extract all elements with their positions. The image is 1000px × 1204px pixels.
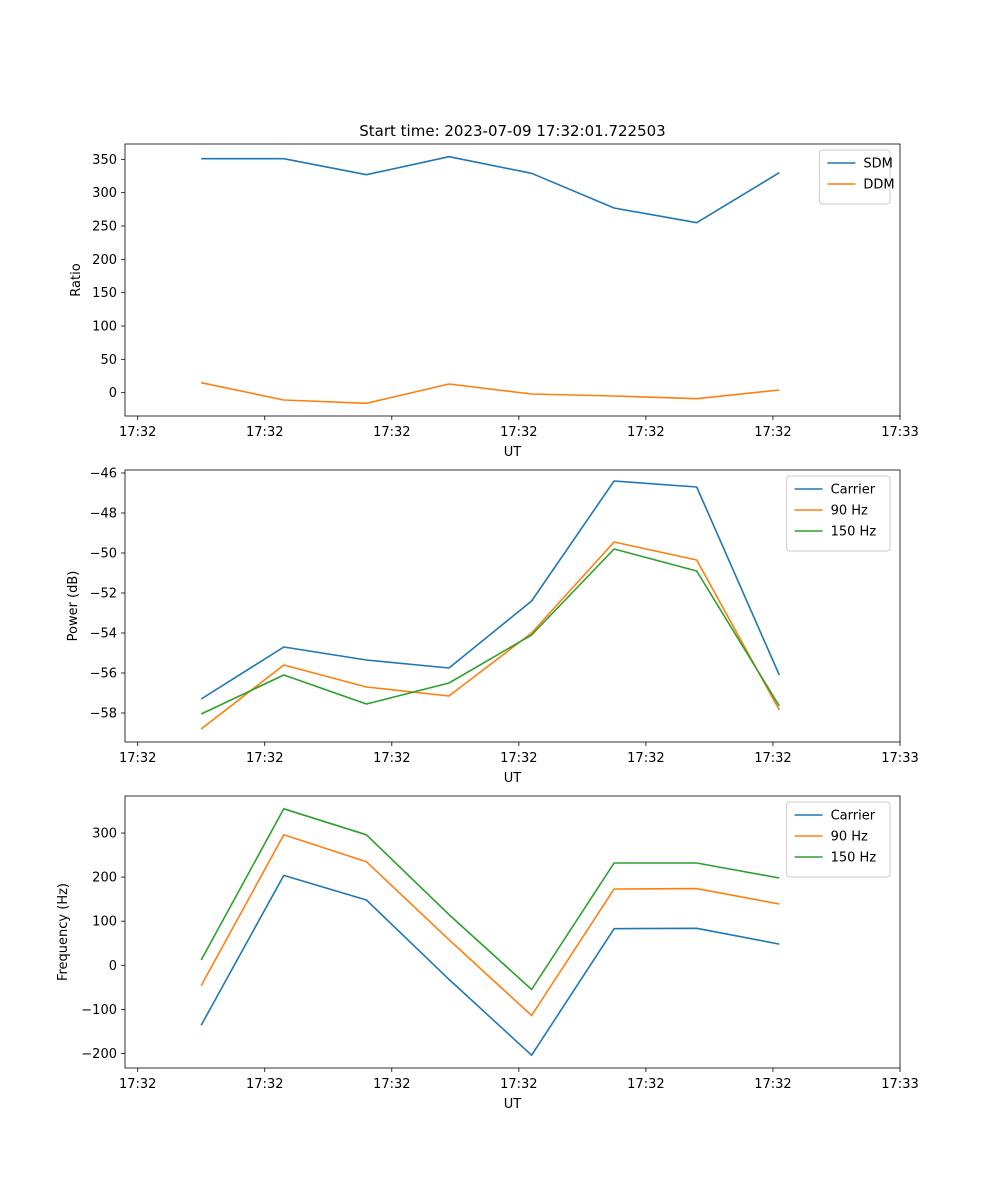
legend-entry: 150 Hz	[831, 525, 877, 540]
x-tick-label: 17:32	[119, 425, 156, 440]
y-tick-label: 0	[109, 386, 117, 401]
x-tick-label: 17:32	[627, 1077, 664, 1092]
legend-entry: 90 Hz	[831, 504, 868, 519]
y-tick-label: 300	[92, 827, 117, 842]
y-tick-label: −52	[90, 587, 117, 602]
x-tick-label: 17:32	[373, 751, 410, 766]
legend: Carrier 90 Hz 150 Hz	[787, 802, 890, 877]
x-tick-label: 17:32	[119, 1077, 156, 1092]
legend-entry: 90 Hz	[831, 830, 868, 845]
x-tick-label: 17:32	[754, 1077, 791, 1092]
x-tick-label: 17:32	[373, 425, 410, 440]
legend-entry: DDM	[863, 178, 894, 193]
legend-entry: 150 Hz	[831, 851, 877, 866]
x-tick-label: 17:33	[881, 751, 918, 766]
y-tick-label: 300	[92, 186, 117, 201]
x-axis-label: UT	[504, 1097, 522, 1112]
y-tick-label: 350	[92, 153, 117, 168]
x-tick-label: 17:32	[500, 751, 537, 766]
x-tick-label: 17:32	[754, 751, 791, 766]
y-tick-label: 150	[92, 286, 117, 301]
y-tick-label: 100	[92, 320, 117, 335]
x-tick-label: 17:32	[500, 425, 537, 440]
x-axis-label: UT	[504, 771, 522, 786]
y-tick-label: 50	[100, 353, 117, 368]
y-tick-label: −54	[90, 627, 117, 642]
y-axis-label: Frequency (Hz)	[56, 883, 71, 981]
x-tick-label: 17:32	[246, 1077, 283, 1092]
y-tick-label: −100	[81, 1003, 117, 1018]
x-tick-label: 17:32	[500, 1077, 537, 1092]
x-tick-label: 17:32	[373, 1077, 410, 1092]
x-axis-label: UT	[504, 445, 522, 460]
legend: SDM DDM	[819, 150, 894, 204]
y-tick-label: −50	[90, 547, 117, 562]
figure-title: Start time: 2023-07-09 17:32:01.722503	[359, 122, 665, 140]
x-tick-label: 17:32	[627, 751, 664, 766]
legend-entry: Carrier	[831, 483, 876, 498]
x-tick-label: 17:32	[119, 751, 156, 766]
x-tick-label: 17:32	[754, 425, 791, 440]
x-tick-label: 17:33	[881, 1077, 918, 1092]
y-tick-label: −48	[90, 507, 117, 522]
y-axis-label: Ratio	[69, 263, 84, 296]
y-tick-label: −58	[90, 707, 117, 722]
x-tick-label: 17:32	[627, 425, 664, 440]
y-tick-label: 0	[109, 959, 117, 974]
y-tick-label: 200	[92, 253, 117, 268]
y-tick-label: −200	[81, 1047, 117, 1062]
legend-entry: SDM	[863, 157, 892, 172]
x-tick-label: 17:32	[246, 425, 283, 440]
y-tick-label: 200	[92, 871, 117, 886]
legend-entry: Carrier	[831, 809, 876, 824]
x-tick-label: 17:32	[246, 751, 283, 766]
y-tick-label: 250	[92, 220, 117, 235]
y-axis-label: Power (dB)	[66, 571, 81, 642]
y-tick-label: −56	[90, 667, 117, 682]
legend: Carrier 90 Hz 150 Hz	[787, 476, 890, 551]
y-tick-label: 100	[92, 915, 117, 930]
y-tick-label: −46	[90, 467, 117, 482]
x-tick-label: 17:33	[881, 425, 918, 440]
